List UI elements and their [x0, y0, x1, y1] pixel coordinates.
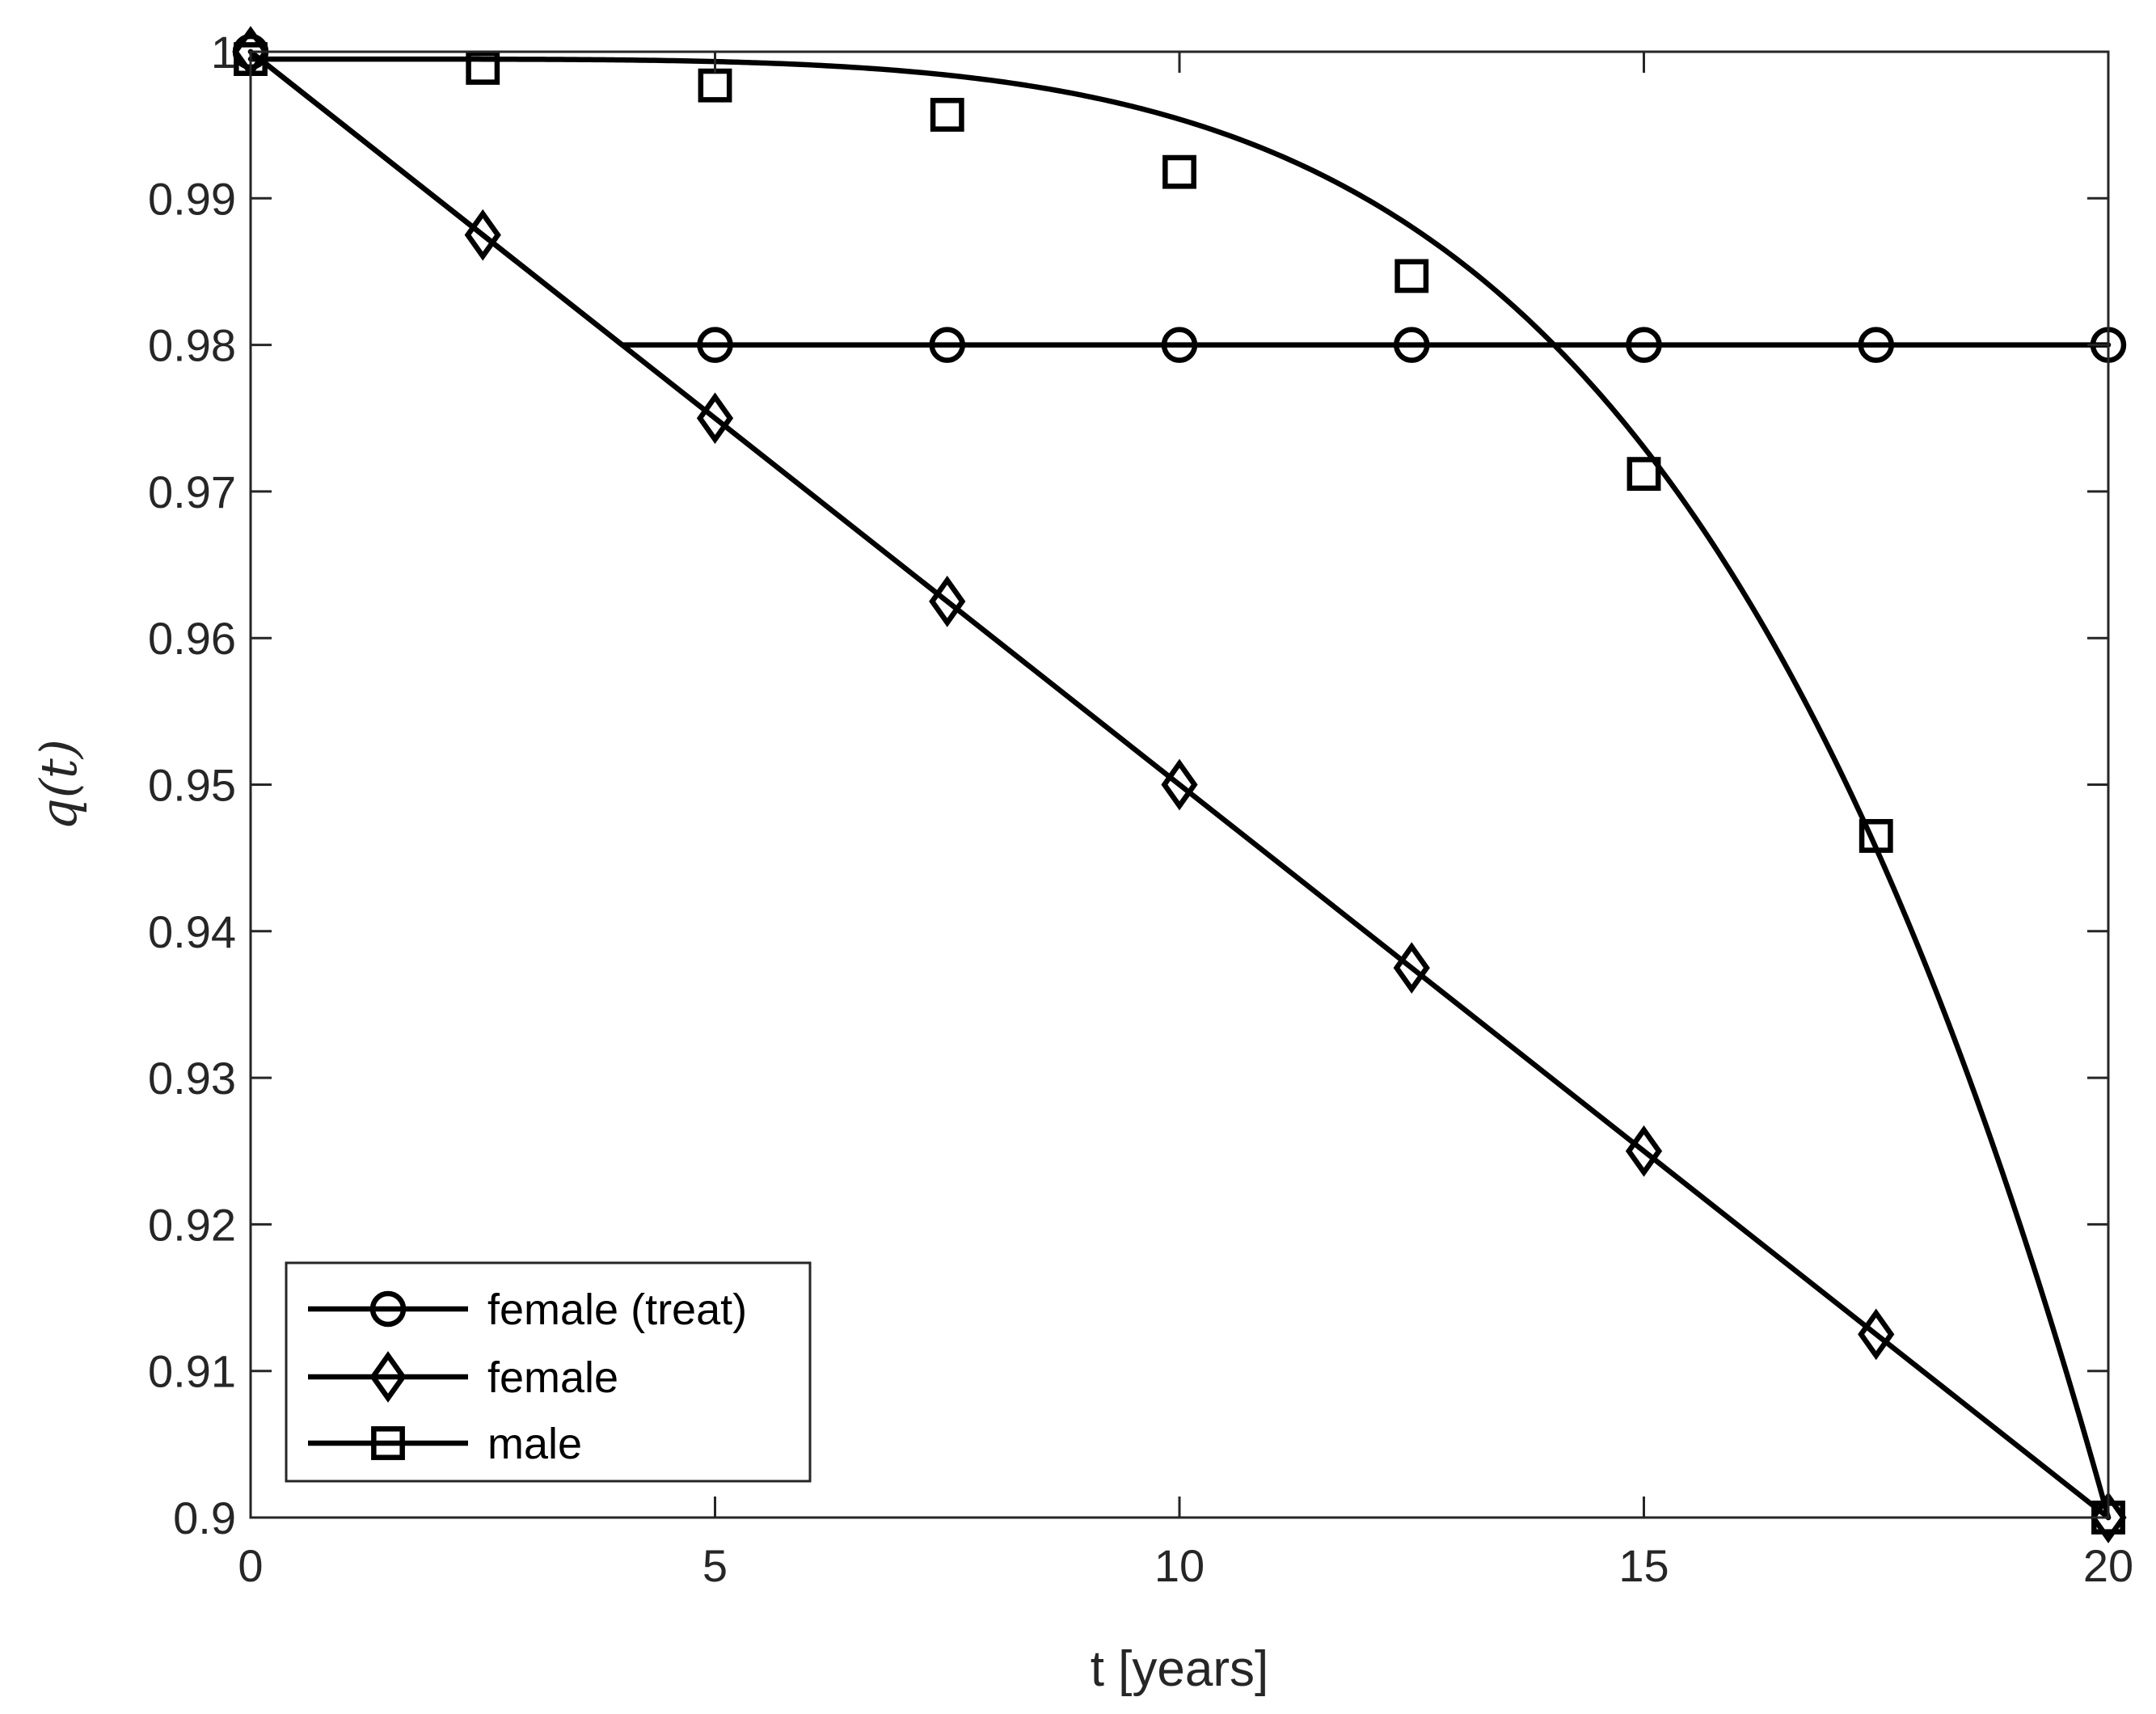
data-point-male [930, 98, 964, 132]
legend-label-female: female [487, 1353, 618, 1402]
data-point-female [1625, 1125, 1663, 1177]
y-tick-label: 0.94 [148, 906, 236, 957]
legend-label-male: male [487, 1420, 582, 1468]
data-point-female [1393, 942, 1430, 994]
x-tick-label: 20 [2083, 1540, 2133, 1591]
x-axis-title: t [years] [1091, 1641, 1269, 1697]
data-point-male [1626, 457, 1661, 492]
y-tick-label: 0.91 [148, 1346, 236, 1397]
data-point-male [1394, 259, 1429, 293]
x-tick-label: 10 [1154, 1540, 1205, 1591]
data-point-female [464, 209, 501, 261]
y-tick-label: 0.97 [148, 466, 236, 517]
series-group [232, 26, 2127, 1543]
data-point-female-treat [929, 327, 965, 363]
y-tick-label: 0.92 [148, 1199, 236, 1250]
data-point-female-treat [697, 327, 733, 363]
y-tick-label: 0.9 [173, 1492, 236, 1543]
series-line-female [247, 49, 2112, 1521]
x-tick-label: 0 [238, 1540, 263, 1591]
data-point-female-treat [1394, 327, 1430, 363]
legend-marker-male [371, 1426, 405, 1460]
x-tick-label: 5 [702, 1540, 728, 1591]
data-point-female-treat [1858, 327, 1894, 363]
data-point-male [1162, 154, 1196, 189]
data-point-female [2090, 1492, 2127, 1543]
y-tick-label: 0.98 [148, 320, 236, 371]
data-point-male [466, 51, 500, 85]
data-point-female-treat [1161, 327, 1198, 363]
data-point-female [929, 576, 966, 627]
y-tick-label: 1 [211, 27, 236, 78]
legend-marker-female-treat [369, 1290, 407, 1328]
data-point-female [696, 392, 734, 445]
y-tick-label: 0.99 [148, 173, 236, 224]
y-axis-title: q(t) [29, 739, 88, 830]
legend-label-female-treat: female (treat) [487, 1286, 747, 1334]
data-point-male [1859, 819, 1893, 853]
data-point-female-treat [1626, 327, 1662, 363]
data-point-female [1858, 1308, 1895, 1361]
series-line-male [247, 56, 2112, 1521]
x-tick-label: 15 [1618, 1540, 1669, 1591]
legend-marker-female [369, 1351, 407, 1403]
y-tick-label: 0.96 [148, 613, 236, 664]
y-tick-label: 0.93 [148, 1053, 236, 1104]
y-tick-label: 0.95 [148, 760, 236, 811]
legend: female (treat) female male [285, 1261, 812, 1483]
data-point-female [1161, 758, 1198, 811]
axes: 0 5 10 15 20 0.9 0.91 0.92 0.93 0.94 0.95 0.96 0.97 0… [148, 27, 2133, 1591]
